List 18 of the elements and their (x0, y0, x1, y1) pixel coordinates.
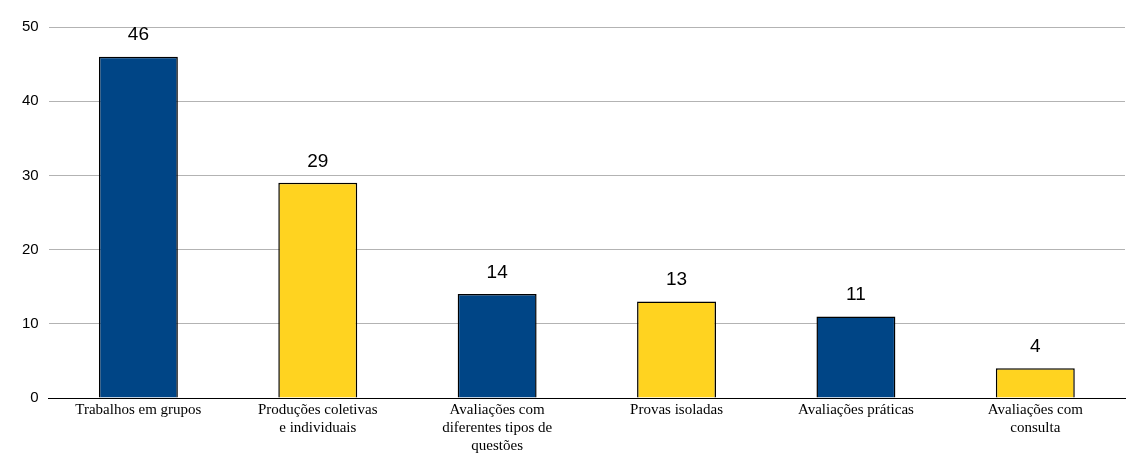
x-tick-label: Produções coletivas e individuais (257, 400, 378, 435)
data-label: 46 (127, 23, 149, 45)
y-tick-label: 50 (22, 17, 39, 35)
x-tick-label: Trabalhos em grupos (75, 400, 202, 417)
y-tick-label: 10 (22, 313, 39, 331)
data-label: 14 (486, 260, 509, 282)
data-label: 29 (307, 149, 329, 171)
y-tick-label: 30 (22, 165, 39, 183)
data-label: 4 (1030, 335, 1042, 357)
x-tick-label: Provas isoladas (630, 400, 724, 417)
y-tick-label: 40 (22, 91, 39, 109)
y-tick-label: 20 (22, 239, 39, 257)
data-label: 11 (846, 283, 866, 305)
x-tick-label: Avaliações com diferentes tipos de questões (442, 400, 553, 453)
y-tick-label: 0 (30, 388, 39, 406)
data-label: 13 (665, 268, 688, 290)
x-tick-label: Avaliações com consulta (987, 400, 1084, 435)
x-tick-label: Avaliações práticas (797, 400, 915, 417)
